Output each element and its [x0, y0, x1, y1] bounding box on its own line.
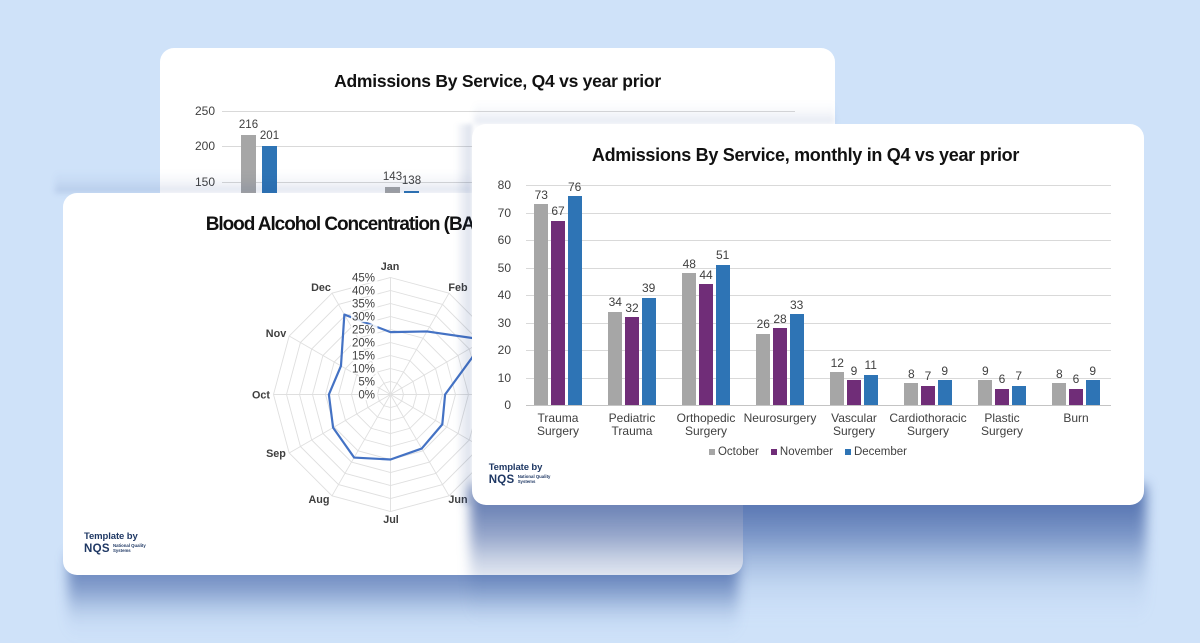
svg-text:5%: 5%	[358, 377, 375, 389]
svg-text:Jun: Jun	[448, 494, 467, 506]
svg-text:Sep: Sep	[266, 448, 286, 460]
svg-text:40%: 40%	[352, 286, 375, 298]
svg-text:0%: 0%	[358, 390, 375, 402]
svg-text:15%: 15%	[352, 351, 375, 363]
svg-text:Nov: Nov	[266, 328, 286, 340]
svg-text:30%: 30%	[352, 312, 375, 324]
svg-text:45%: 45%	[352, 273, 375, 285]
svg-text:Jul: Jul	[383, 514, 399, 526]
svg-text:10%: 10%	[352, 364, 375, 376]
svg-text:35%: 35%	[352, 299, 375, 311]
svg-text:Oct: Oct	[252, 389, 270, 401]
svg-text:Dec: Dec	[311, 282, 331, 294]
svg-text:Feb: Feb	[448, 282, 468, 294]
svg-text:20%: 20%	[352, 338, 375, 350]
svg-text:25%: 25%	[352, 325, 375, 337]
svg-text:Aug: Aug	[309, 494, 330, 506]
svg-text:Jan: Jan	[381, 261, 400, 273]
